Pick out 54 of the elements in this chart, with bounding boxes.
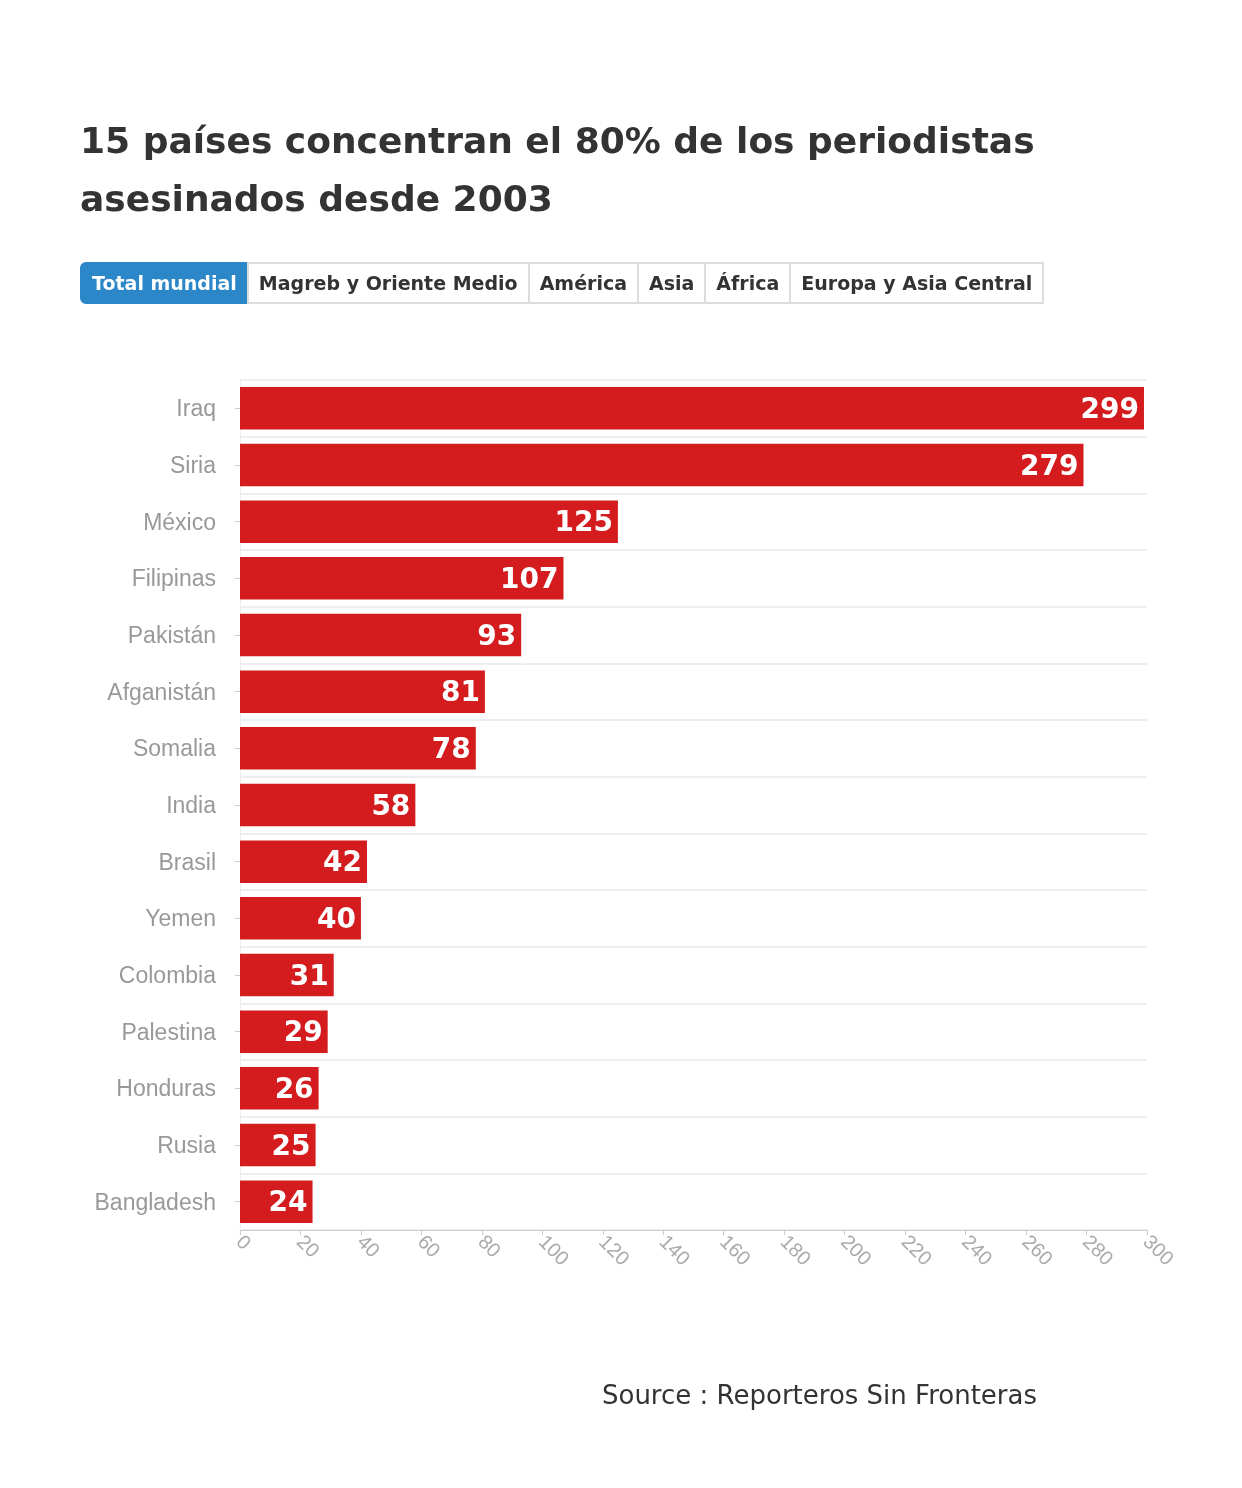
y-tick-label: Somalia — [132, 735, 217, 762]
y-tick-label: Filipinas — [131, 565, 216, 592]
x-tick-label: 100 — [534, 1230, 574, 1270]
y-tick-label: Palestina — [121, 1018, 217, 1045]
x-tick-label: 0 — [232, 1230, 256, 1254]
data-label: 26 — [274, 1071, 314, 1105]
y-tick-label: Yemen — [145, 905, 216, 932]
x-tick-label: 80 — [474, 1230, 506, 1262]
text: África — [704, 262, 792, 304]
y-tick-label: Pakistán — [127, 622, 216, 648]
x-tick-label: 120 — [595, 1230, 635, 1270]
x-tick-label: 60 — [413, 1230, 445, 1262]
text: Magreb y Oriente Medio — [246, 262, 530, 304]
data-label: 24 — [268, 1185, 308, 1219]
source-note: Source : Reporteros Sin Fronteras — [601, 1380, 1037, 1410]
y-tick-label: Siria — [169, 452, 217, 478]
x-tick-label: 20 — [292, 1230, 324, 1262]
x-tick-label: 40 — [353, 1230, 385, 1262]
data-label: 31 — [289, 958, 329, 992]
data-label: 25 — [271, 1128, 311, 1162]
data-label: 78 — [431, 731, 471, 765]
y-tick-label: Iraq — [176, 395, 216, 422]
text: Total mundial — [80, 262, 249, 304]
data-label: 279 — [1020, 448, 1079, 482]
data-label: 93 — [477, 618, 517, 652]
y-tick-label: Afganistán — [107, 678, 216, 705]
data-label: 40 — [316, 901, 356, 935]
x-tick-label: 280 — [1078, 1230, 1118, 1270]
data-label: 29 — [283, 1015, 323, 1049]
x-tick-label: 180 — [776, 1230, 816, 1270]
text: Europa y Asia Central — [789, 262, 1045, 304]
y-tick-label: Bangladesh — [94, 1188, 216, 1215]
data-label: 58 — [371, 788, 411, 822]
y-tick-label: Brasil — [158, 848, 216, 875]
y-tick-label: México — [143, 508, 216, 535]
data-label: 125 — [554, 505, 613, 539]
x-tick-label: 240 — [957, 1230, 997, 1270]
x-tick-label: 160 — [715, 1230, 756, 1270]
data-label: 107 — [500, 561, 559, 595]
y-tick-label: Colombia — [118, 962, 217, 988]
x-tick-label: 140 — [655, 1230, 695, 1270]
x-tick-label: 220 — [897, 1230, 937, 1270]
data-label: 299 — [1080, 391, 1139, 425]
x-tick-label: 200 — [836, 1230, 877, 1270]
y-tick-label: Honduras — [116, 1075, 216, 1102]
y-tick-label: India — [166, 792, 217, 818]
text: América — [527, 262, 639, 304]
y-tick-label: Rusia — [157, 1132, 217, 1158]
x-tick-label: 300 — [1139, 1230, 1179, 1270]
data-label: 81 — [440, 675, 480, 709]
text: Asia — [636, 262, 707, 304]
x-tick-label: 260 — [1018, 1230, 1058, 1270]
data-label: 42 — [323, 845, 362, 879]
chart-title: 15 países concentran el 80% de los periodistas asesinados desde 2003 — [80, 119, 1036, 221]
